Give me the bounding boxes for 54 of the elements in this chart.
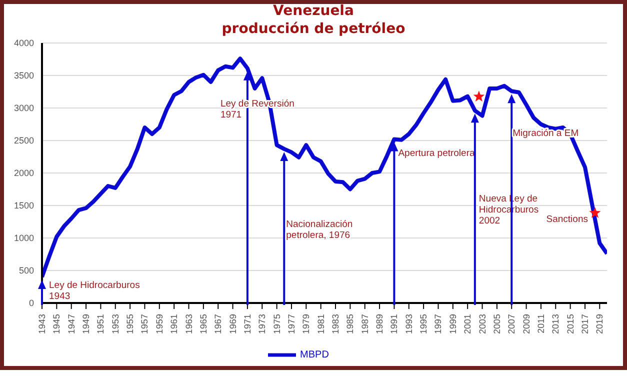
chart-title: Venezuela producción de petróleo	[220, 2, 406, 38]
x-tick-label: 1969	[228, 314, 238, 334]
x-tick-label: 2011	[536, 314, 546, 334]
x-tick-label: 1949	[81, 314, 92, 334]
x-tick-label: 1973	[257, 314, 268, 334]
x-tick-label: 1959	[154, 314, 164, 334]
ref-line-label: Apertura petrolera	[398, 148, 476, 160]
x-tick-label: 2013	[550, 314, 561, 334]
x-tick-label: 1961	[169, 314, 180, 334]
x-tick-label: 1983	[330, 314, 341, 334]
x-tick-label: 1953	[110, 314, 120, 334]
x-tick-label: 1999	[448, 314, 458, 334]
x-tick-label: 1963	[184, 314, 194, 334]
x-tick-label: 1991	[389, 314, 400, 334]
x-tick-label: 1945	[52, 314, 62, 334]
y-tick-label: 0	[28, 298, 34, 308]
x-tick-label: 1947	[66, 314, 76, 334]
x-tick-label: 1981	[316, 314, 326, 334]
x-tick-label: 1975	[272, 314, 282, 334]
y-tick-label: 1000	[14, 233, 34, 244]
x-tick-label: 1987	[360, 314, 370, 334]
y-tick-label: 4000	[14, 38, 34, 48]
x-tick-label: 1977	[286, 314, 296, 334]
ref-line-label: Nacionalización petrolera, 1976	[286, 218, 353, 241]
x-tick-label: 2009	[521, 314, 532, 334]
x-tick-label: 1971	[242, 314, 252, 334]
y-tick-label: 500	[18, 266, 34, 276]
y-tick-label: 2000	[14, 168, 34, 178]
y-tick-label: 3000	[14, 103, 34, 114]
x-tick-label: 1965	[198, 314, 208, 334]
y-tick-label: 2500	[14, 136, 34, 146]
ref-line-label: Ley de Hidrocarburos 1943	[49, 280, 140, 302]
y-tick-label: 1500	[14, 200, 34, 211]
legend-label: MBPD	[300, 350, 329, 361]
x-tick-label: 1957	[140, 314, 150, 334]
x-tick-label: 1989	[374, 314, 385, 334]
x-tick-label: 2003	[477, 314, 488, 334]
x-tick-label: 1985	[345, 314, 356, 334]
x-tick-label: 2007	[506, 314, 517, 334]
x-tick-label: 1967	[213, 314, 224, 334]
x-tick-label: 1993	[404, 314, 414, 334]
x-tick-label: 2015	[565, 314, 576, 334]
x-tick-label: 2019	[594, 314, 605, 334]
x-tick-label: 1955	[125, 314, 136, 334]
x-tick-label: 1951	[96, 314, 106, 334]
x-tick-label: 1943	[37, 314, 47, 334]
x-tick-label: 1997	[433, 314, 444, 334]
annotation: Sanctions	[546, 214, 588, 225]
x-tick-label: 2005	[492, 314, 502, 334]
y-tick-label: 3500	[14, 70, 34, 81]
x-tick-label: 1995	[418, 314, 429, 334]
x-tick-label: 2017	[580, 314, 590, 334]
x-tick-label: 2001	[462, 314, 473, 334]
x-tick-label: 1979	[301, 314, 312, 334]
